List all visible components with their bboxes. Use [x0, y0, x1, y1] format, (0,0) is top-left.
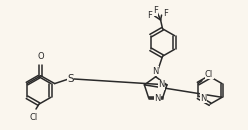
Text: S: S	[67, 74, 74, 84]
Text: N: N	[200, 94, 206, 103]
Text: F: F	[153, 6, 158, 15]
Text: Cl: Cl	[205, 70, 213, 79]
Text: F: F	[147, 11, 152, 20]
Text: O: O	[37, 52, 44, 61]
Text: N: N	[154, 95, 161, 103]
Text: N: N	[153, 67, 159, 76]
Text: Cl: Cl	[30, 113, 38, 122]
Text: N: N	[158, 80, 165, 89]
Text: F: F	[163, 9, 168, 18]
